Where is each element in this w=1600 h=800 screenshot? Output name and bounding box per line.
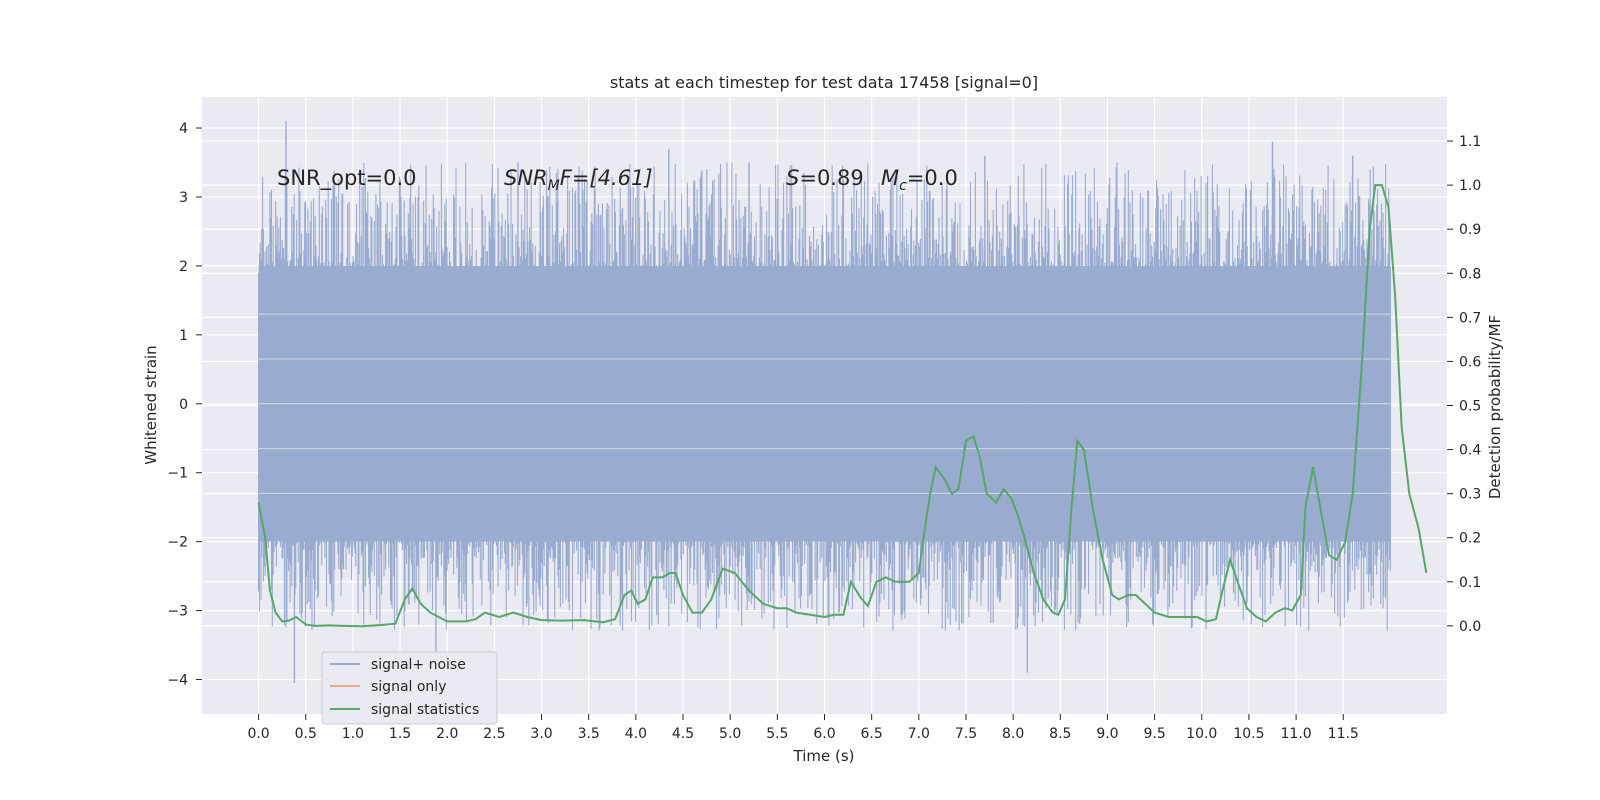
y-axis-left-label: Whitened strain xyxy=(142,345,160,464)
x-tick-label: 2.5 xyxy=(483,726,505,742)
x-tick-label: 3.0 xyxy=(530,726,552,742)
mc-value: =0.0 xyxy=(907,166,958,190)
y-tick-label: 0 xyxy=(179,397,188,413)
y-tick-label: −2 xyxy=(167,535,188,551)
x-tick-label: 6.5 xyxy=(861,726,883,742)
y2-tick-label: 0.8 xyxy=(1459,266,1481,282)
x-tick-label: 8.5 xyxy=(1049,726,1071,742)
snr-mf-annotation: SNRMF=[4.61] xyxy=(504,166,653,194)
signal-noise-trace xyxy=(258,121,1391,683)
snr-mf-rest: F=[4.61] xyxy=(560,166,653,190)
legend-label-signal-noise: signal+ noise xyxy=(371,657,466,673)
y2-tick-label: 0.7 xyxy=(1459,310,1481,326)
signal-statistics-trace xyxy=(257,184,1428,628)
signal-statistics-line xyxy=(257,184,1428,628)
legend-label-signal-statistics: signal statistics xyxy=(371,702,479,718)
snr-opt-annotation: SNR_opt=0.0 xyxy=(277,166,417,191)
x-tick-label: 9.0 xyxy=(1096,726,1118,742)
y-tick-label: −1 xyxy=(167,466,188,482)
y-axis-right-ticks: 1.1 1.0 0.9 0.8 0.7 0.6 0.5 0.4 0.3 0.2 0.1 0.0 xyxy=(1447,134,1481,635)
y-tick-label: 3 xyxy=(179,190,188,206)
x-tick-label: 4.5 xyxy=(672,726,694,742)
x-tick-label: 9.5 xyxy=(1143,726,1165,742)
y-tick-label: −4 xyxy=(167,673,188,689)
mc-annotation: Mc=0.0 xyxy=(881,166,958,194)
y2-tick-label: 0.1 xyxy=(1459,575,1481,591)
s-letter: S xyxy=(786,166,799,190)
legend-box xyxy=(321,651,498,725)
x-tick-label: 11.0 xyxy=(1281,726,1312,742)
x-tick-label: 1.0 xyxy=(342,726,364,742)
x-tick-label: 4.0 xyxy=(625,726,647,742)
x-tick-label: 8.0 xyxy=(1002,726,1024,742)
x-tick-label: 7.0 xyxy=(908,726,930,742)
snr-mf-prefix: SNR xyxy=(504,166,548,190)
x-tick-label: 2.0 xyxy=(436,726,458,742)
legend: signal+ noise signal only signal statist… xyxy=(321,651,498,725)
y-axis-right-label: Detection probability/MF xyxy=(1486,315,1504,499)
y2-tick-label: 0.4 xyxy=(1459,443,1481,459)
x-tick-label: 0.0 xyxy=(247,726,269,742)
y2-tick-label: 0.5 xyxy=(1459,399,1481,415)
y2-tick-label: 0.0 xyxy=(1459,619,1481,635)
mc-letter: M xyxy=(881,166,899,190)
y-tick-label: −3 xyxy=(167,604,188,620)
snr-mf-subscript: M xyxy=(548,178,560,194)
y-tick-label: 4 xyxy=(179,121,188,137)
mc-subscript: c xyxy=(899,178,907,194)
x-tick-label: 6.0 xyxy=(813,726,835,742)
x-tick-label: 10.0 xyxy=(1186,726,1217,742)
x-axis-ticks: 0.0 0.5 1.0 1.5 2.0 2.5 3.0 3.5 4.0 4.5 5.0 5.5 6.0 6… xyxy=(247,714,1359,742)
x-tick-label: 7.5 xyxy=(955,726,977,742)
x-tick-label: 5.0 xyxy=(719,726,741,742)
y-tick-label: 2 xyxy=(179,259,188,275)
y-axis-left-ticks: 4 3 2 1 0 −1 −2 −3 −4 xyxy=(167,121,202,689)
y2-tick-label: 0.9 xyxy=(1459,222,1481,238)
y2-tick-label: 1.0 xyxy=(1459,178,1481,194)
s-annotation: S=0.89 xyxy=(786,166,864,190)
x-tick-label: 0.5 xyxy=(295,726,317,742)
y2-tick-label: 0.2 xyxy=(1459,531,1481,547)
y2-tick-label: 1.1 xyxy=(1459,134,1481,150)
x-tick-label: 1.5 xyxy=(389,726,411,742)
y-tick-label: 1 xyxy=(179,328,188,344)
y2-tick-label: 0.3 xyxy=(1459,487,1481,503)
s-value: =0.89 xyxy=(799,166,863,190)
noise-spikes xyxy=(258,162,1391,631)
legend-label-signal-only: signal only xyxy=(371,679,446,695)
x-tick-label: 11.5 xyxy=(1328,726,1359,742)
chart-title: stats at each timestep for test data 174… xyxy=(610,73,1038,92)
x-tick-label: 5.5 xyxy=(766,726,788,742)
x-tick-label: 3.5 xyxy=(578,726,600,742)
x-tick-label: 10.5 xyxy=(1233,726,1264,742)
x-axis-label: Time (s) xyxy=(793,747,855,765)
y2-tick-label: 0.6 xyxy=(1459,354,1481,370)
